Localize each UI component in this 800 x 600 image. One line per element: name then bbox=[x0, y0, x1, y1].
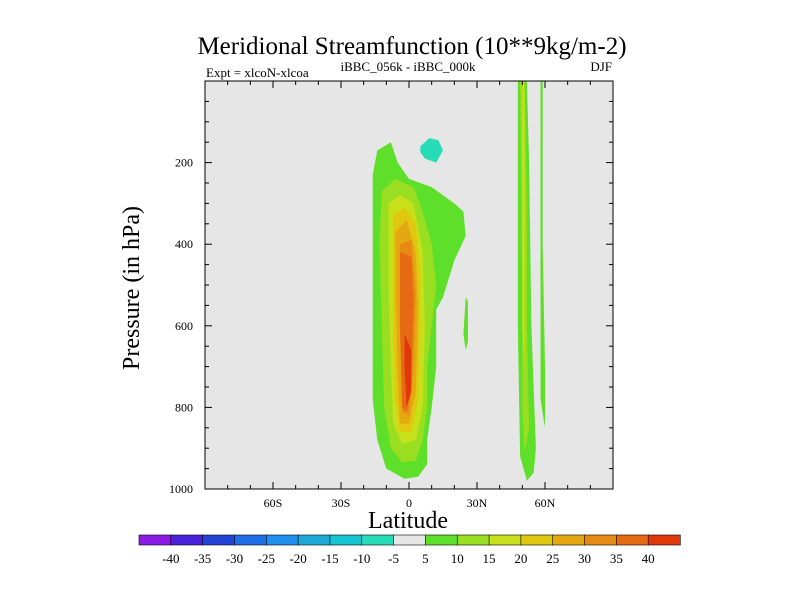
colorbar-swatch bbox=[584, 534, 617, 546]
colorbar-label: 20 bbox=[514, 551, 527, 566]
region-band-50n-15 bbox=[522, 81, 525, 367]
colorbar-label: -40 bbox=[162, 551, 179, 566]
colorbar-label: -5 bbox=[388, 551, 399, 566]
colorbar-swatch bbox=[456, 534, 490, 546]
contour-regions bbox=[216, 81, 575, 481]
colorbar-label: 15 bbox=[483, 551, 496, 566]
colorbar-label: 10 bbox=[451, 551, 464, 566]
region-main-cell-40 bbox=[404, 334, 412, 408]
chart-title: Meridional Streamfunction (10**9kg/m-2) bbox=[197, 33, 626, 60]
colorbar-label: 40 bbox=[642, 551, 655, 566]
subtitle-center: iBBC_056k - iBBC_000k bbox=[340, 59, 476, 74]
x-tick-label: 30N bbox=[467, 496, 488, 510]
colorbar-swatch bbox=[361, 534, 395, 546]
region-band-60n-5 bbox=[540, 81, 545, 428]
x-tick-label: 60N bbox=[535, 496, 556, 510]
y-tick-label: 600 bbox=[175, 319, 193, 333]
y-tick-label: 400 bbox=[175, 237, 193, 251]
y-tick-label: 200 bbox=[175, 156, 193, 170]
colorbar-swatch bbox=[297, 534, 331, 546]
x-tick-label: 0 bbox=[406, 496, 412, 510]
colorbar-swatch bbox=[552, 534, 586, 546]
region-thin-band-25n bbox=[463, 297, 468, 351]
colorbar-swatch bbox=[329, 534, 363, 546]
colorbar-label: -10 bbox=[353, 551, 370, 566]
y-tick-label: 1000 bbox=[169, 482, 193, 496]
colorbar-label: 5 bbox=[422, 551, 429, 566]
colorbar-label: -25 bbox=[258, 551, 275, 566]
colorbar-swatch bbox=[488, 534, 522, 546]
colorbar-swatch bbox=[647, 534, 681, 546]
plot-area: 60S 30S 0 30N 60N 200 400 600 800 1000 bbox=[169, 80, 614, 510]
colorbar-swatch bbox=[616, 534, 649, 546]
x-tick-label: 60S bbox=[264, 496, 283, 510]
colorbar-swatch bbox=[520, 534, 554, 546]
x-tick-label: 30S bbox=[332, 496, 351, 510]
y-axis-label: Pressure (in hPa) bbox=[119, 206, 145, 370]
colorbar-label: 30 bbox=[578, 551, 591, 566]
colorbar-label: 35 bbox=[610, 551, 623, 566]
colorbar-label: -35 bbox=[194, 551, 211, 566]
colorbar-label: -20 bbox=[289, 551, 306, 566]
axis-ticks: 60S 30S 0 30N 60N 200 400 600 800 1000 bbox=[169, 81, 613, 510]
colorbar-swatch bbox=[234, 534, 267, 546]
subtitle-left: Expt = xlcoN-xlcoa bbox=[206, 65, 309, 80]
colorbar-label: -30 bbox=[226, 551, 243, 566]
x-axis-label: Latitude bbox=[368, 508, 448, 534]
colorbar-swatch bbox=[170, 534, 204, 546]
subtitle-right: DJF bbox=[590, 59, 612, 74]
colorbar-swatch bbox=[393, 534, 427, 546]
region-s-hemi-band bbox=[216, 81, 233, 432]
colorbar-label: 25 bbox=[546, 551, 559, 566]
colorbar: -40 -35 -30 -25 -20 -15 -10 -5 5 10 15 20 25 30 35 40 bbox=[138, 534, 681, 566]
colorbar-label: -15 bbox=[321, 551, 338, 566]
colorbar-swatch bbox=[425, 534, 458, 546]
y-tick-label: 800 bbox=[175, 400, 193, 414]
region-band-70n bbox=[556, 81, 575, 416]
region-thin-band-30n bbox=[481, 211, 489, 310]
colorbar-swatch bbox=[138, 534, 172, 546]
colorbar-swatch bbox=[202, 534, 236, 546]
region-upper-neg-core bbox=[420, 138, 443, 163]
colorbar-swatch bbox=[265, 534, 299, 546]
